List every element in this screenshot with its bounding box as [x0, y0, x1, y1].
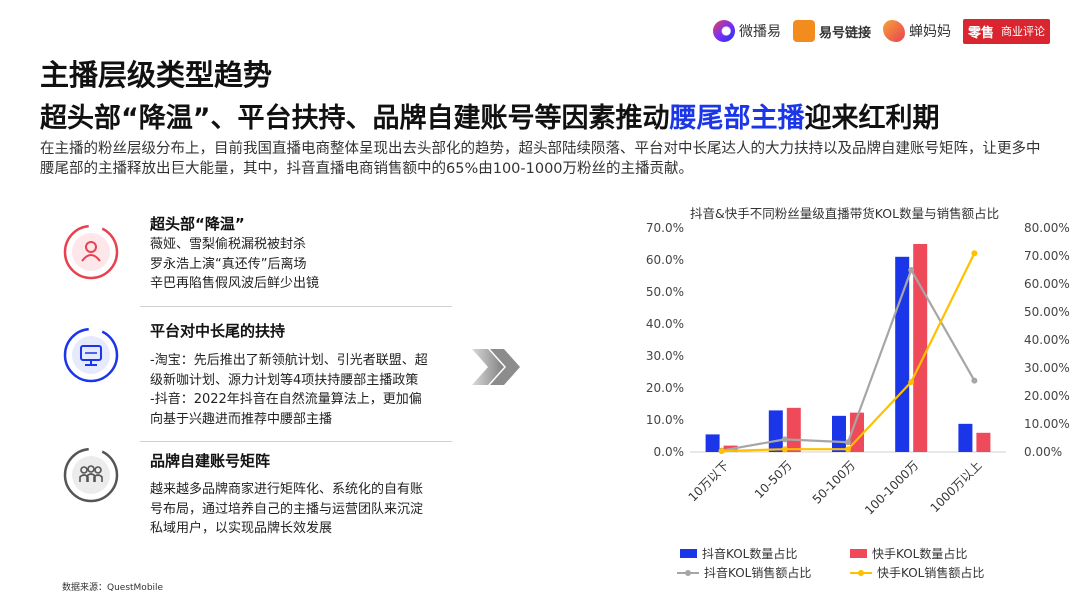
y-left-tick-label: 40.0% [646, 317, 684, 331]
legend-label: 快手KOL数量占比 [872, 547, 968, 561]
legend-item: 抖音KOL销售额占比 [677, 564, 811, 581]
partner-logos: 微播易 易号链接 蝉妈妈 零售 商业评论 [712, 14, 1050, 48]
bar [958, 423, 973, 452]
factor-line: 辛巴再陷售假风波后鲜少出镜 [150, 276, 320, 291]
chanmama-logo-icon [882, 20, 905, 42]
yihao-logo-text: 易号链接 [818, 25, 871, 41]
bar [976, 432, 991, 452]
y-right-tick-label: 20.00% [1024, 389, 1070, 403]
x-tick-label: 10万以下 [686, 458, 732, 504]
factor-line: -淘宝：先后推出了新领航计划、引光者联盟、超 [150, 353, 428, 368]
factor-line: 越来越多品牌商家进行矩阵化、系统化的自有账 [150, 482, 424, 497]
series-line [721, 267, 976, 452]
chanmama-logo: 蝉妈妈 [882, 20, 951, 42]
chanmama-logo-text: 蝉妈妈 [908, 24, 951, 40]
bar [786, 407, 801, 452]
legend-swatch [850, 568, 872, 577]
y-left-tick-label: 30.0% [646, 349, 684, 363]
legend-label: 快手KOL销售额占比 [877, 566, 985, 580]
factor-line: 向基于兴趣进而推荐中腰部主播 [150, 411, 333, 427]
line-point [845, 439, 851, 446]
y-right-tick-label: 60.00% [1024, 277, 1070, 291]
line-point [971, 377, 978, 384]
y-left-tick-label: 60.0% [646, 253, 684, 267]
lingshou-logo-brand: 零售 [967, 25, 994, 41]
x-tick-label: 10-50万 [752, 458, 795, 501]
legend-item: 快手KOL销售额占比 [850, 564, 984, 581]
factor-line: 级新咖计划、源力计划等4项扶持腰部主播政策 [150, 372, 419, 388]
factor-line: 私域用户，以实现品牌长效发展 [150, 521, 333, 536]
y-left-tick-label: 0.0% [654, 445, 685, 459]
page-subtitle: 超头部“降温”、平台扶持、品牌自建账号等因素推动腰尾部主播迎来红利期 [40, 96, 940, 135]
intro-paragraph: 在主播的粉丝层级分布上，目前我国直播电商整体呈现出去头部化的趋势，超头部陆续陨落… [40, 141, 1041, 177]
divider [140, 441, 452, 442]
factor-body: -淘宝：先后推出了新领航计划、引光者联盟、超 级新咖计划、源力计划等4项扶持腰部… [150, 351, 450, 429]
y-right-tick-label: 50.00% [1024, 305, 1070, 319]
lingshou-logo-text: 商业评论 [1001, 25, 1045, 38]
subtitle-suffix: 迎来红利期 [804, 103, 940, 134]
series-line [721, 252, 976, 453]
bar [832, 415, 846, 452]
yihao-logo: 易号链接 [792, 20, 871, 42]
x-tick-label: 100-1000万 [862, 458, 921, 517]
group-icon [63, 447, 119, 503]
page-title: 主播层级类型趋势 [40, 58, 273, 92]
line-point [781, 446, 788, 453]
factor-line: 薇娅、雪梨偷税漏税被封杀 [150, 237, 307, 252]
divider [140, 306, 452, 307]
y-right-tick-label: 10.00% [1024, 417, 1070, 431]
factor-body: 薇娅、雪梨偷税漏税被封杀 罗永浩上演“真还传”后离场 辛巴再陷售假风波后鲜少出镜 [150, 235, 450, 294]
weiboyi-logo-text: 微播易 [738, 24, 781, 40]
person-icon [63, 224, 119, 280]
factor-line: 号布局，通过培养自己的主播与运营团队来沉淀 [150, 501, 424, 517]
yihao-logo-icon [792, 20, 815, 42]
y-left-tick-label: 20.0% [646, 381, 684, 395]
y-left-tick-label: 10.0% [646, 413, 684, 427]
y-left-tick-label: 50.0% [646, 285, 684, 299]
factor-title: 平台对中长尾的扶持 [150, 322, 286, 340]
y-right-tick-label: 80.00% [1024, 221, 1070, 235]
subtitle-prefix: 超头部“降温”、平台扶持、品牌自建账号等因素推动 [40, 103, 670, 134]
legend-label: 抖音KOL数量占比 [702, 547, 798, 561]
legend-label: 抖音KOL销售额占比 [704, 566, 812, 580]
factor-title: 超头部“降温” [150, 215, 245, 233]
line-point [908, 379, 915, 385]
x-tick-label: 50-100万 [810, 458, 858, 506]
monitor-icon [63, 327, 119, 383]
chart-title: 抖音&快手不同粉丝量级直播带货KOL数量与销售额占比 [690, 206, 1000, 221]
factor-line: -抖音：2022年抖音在自然流量算法上，更加偏 [150, 392, 422, 407]
y-right-tick-label: 40.00% [1024, 333, 1070, 347]
y-right-tick-label: 70.00% [1024, 249, 1070, 263]
legend-swatch [677, 568, 699, 577]
bar [895, 256, 910, 452]
chevron-right-icon [472, 349, 520, 385]
legend-swatch [680, 549, 697, 558]
line-point [908, 267, 915, 273]
kol-chart: 0.0% 10.0% 20.0% 30.0% 40.0% 50.0% 60.0% 70.0% 0… [646, 221, 1070, 517]
legend-swatch [850, 549, 867, 558]
subtitle-highlight: 腰尾部主播 [669, 103, 805, 134]
x-tick-label: 1000万以上 [928, 458, 985, 515]
bar [913, 244, 928, 452]
y-left-tick-label: 70.0% [646, 221, 684, 235]
factor-title: 品牌自建账号矩阵 [150, 452, 271, 470]
line-point [971, 250, 978, 257]
weiboyi-logo: 微播易 [712, 20, 781, 42]
line-point [845, 446, 851, 453]
line-point [718, 448, 725, 455]
lingshou-logo: 零售 商业评论 [962, 18, 1050, 44]
data-source: 数据来源：QuestMobile [62, 583, 164, 593]
weiboyi-logo-icon [712, 20, 735, 42]
factor-line: 罗永浩上演“真还传”后离场 [150, 256, 307, 272]
legend-item: 快手KOL数量占比 [850, 545, 967, 562]
bar [705, 434, 720, 452]
y-right-tick-label: 0.00% [1024, 445, 1062, 459]
factor-body: 越来越多品牌商家进行矩阵化、系统化的自有账 号布局，通过培养自己的主播与运营团队… [150, 480, 450, 539]
line-point [781, 436, 788, 443]
legend-item: 抖音KOL数量占比 [680, 545, 797, 562]
y-right-tick-label: 30.00% [1024, 361, 1070, 375]
bar [768, 410, 783, 452]
